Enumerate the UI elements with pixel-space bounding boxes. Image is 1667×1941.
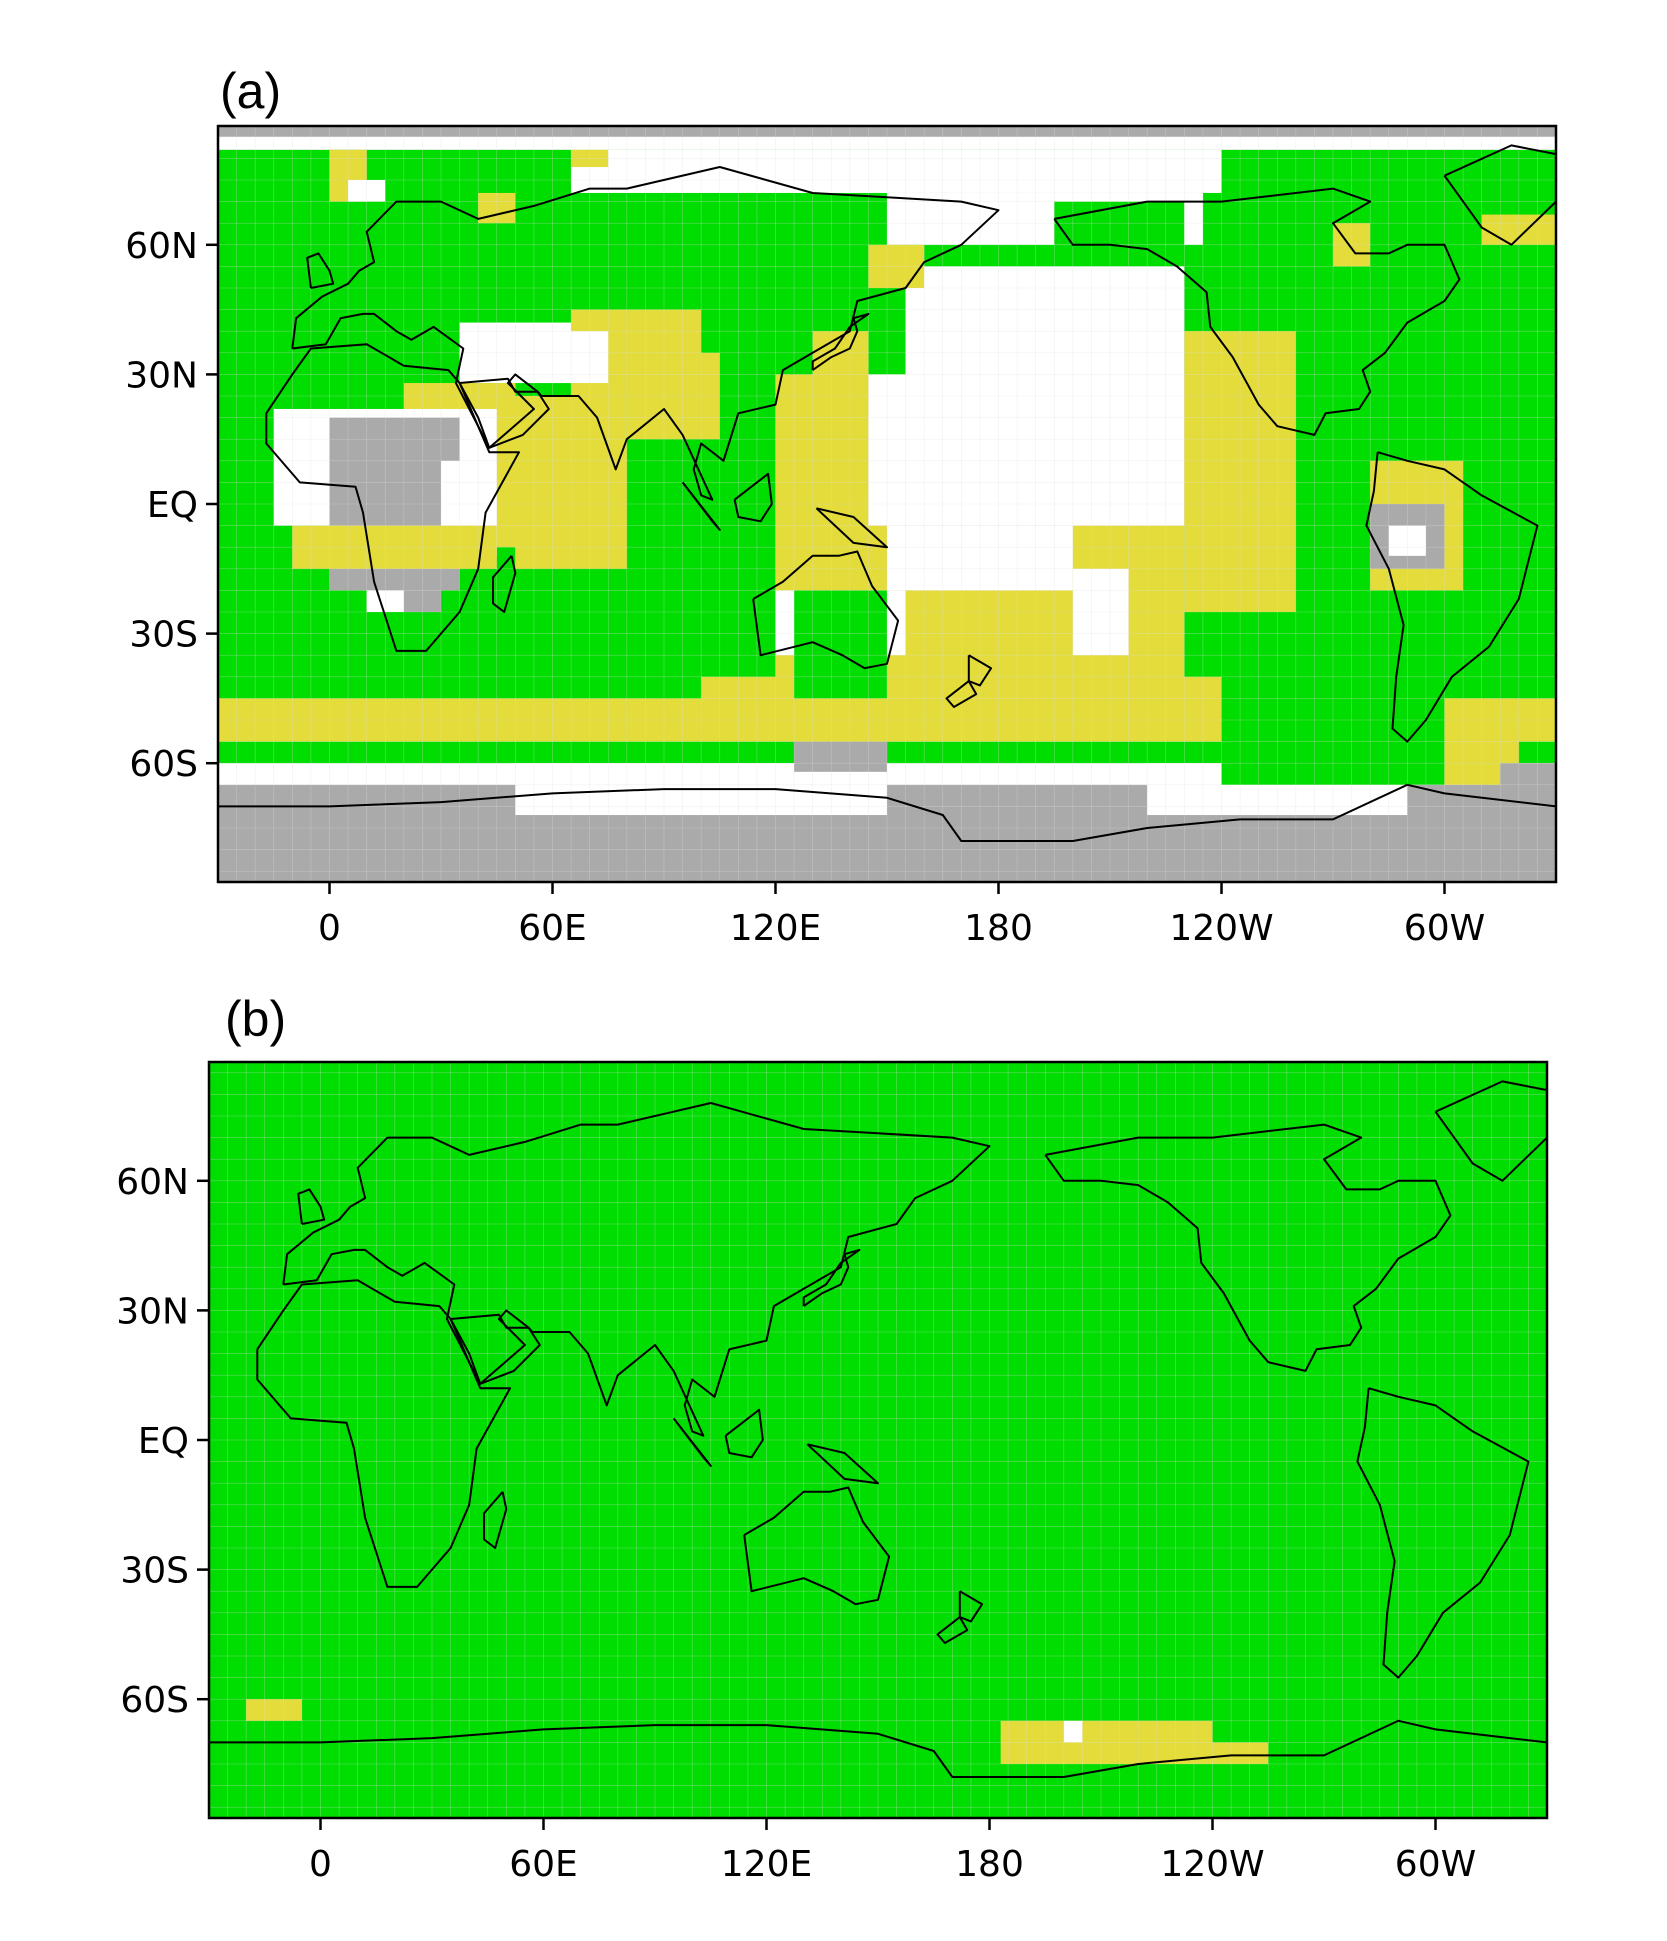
- coastline-path: [681, 481, 721, 531]
- coastline-path: [297, 1188, 326, 1225]
- coastline-path: [1434, 1080, 1548, 1182]
- grid-lines: [217, 126, 1557, 882]
- coastline-path: [724, 1408, 764, 1459]
- coastline-path: [492, 555, 517, 613]
- y-tick-label: EQ: [147, 485, 198, 526]
- x-tick-label: 60E: [509, 1844, 578, 1885]
- map-region-white: [218, 136, 1556, 150]
- x-tick-label: 60W: [1395, 1844, 1476, 1885]
- coastline-path: [1356, 1387, 1530, 1679]
- y-tick-label: 60S: [129, 744, 198, 785]
- x-tick-label: 180: [955, 1844, 1024, 1885]
- map-region-yellow: [868, 244, 925, 288]
- x-tick-label: 120W: [1169, 908, 1273, 949]
- map-region-white: [478, 331, 609, 384]
- map-region-yellow: [571, 149, 609, 168]
- x-tick-label: 180: [964, 908, 1033, 949]
- coastline-path: [733, 472, 773, 523]
- coastline-path: [1443, 144, 1557, 246]
- coastline-path: [815, 507, 888, 549]
- coastline-path: [967, 654, 993, 687]
- map-region-white: [887, 525, 1073, 591]
- coastline-path: [958, 1590, 984, 1623]
- coastline-path: [752, 550, 900, 670]
- y-tick-label: EQ: [138, 1421, 189, 1462]
- map-region-yellow: [292, 525, 497, 569]
- map-region-yellow: [1444, 741, 1501, 785]
- map-region-green: [1054, 201, 1185, 245]
- panel-a-label: (a): [220, 63, 282, 119]
- x-tick-label: 120E: [730, 908, 821, 949]
- x-tick-label: 0: [309, 1844, 332, 1885]
- x-tick-label: 0: [318, 908, 341, 949]
- coastline-path: [1044, 1123, 1452, 1372]
- x-tick-label: 120W: [1160, 1844, 1264, 1885]
- y-tick-label: 30S: [120, 1551, 189, 1592]
- coastline-path: [449, 1313, 541, 1385]
- coastline-path: [811, 312, 870, 371]
- x-tick-label: 60E: [518, 908, 587, 949]
- map-region-white: [1388, 525, 1426, 556]
- coastline-path: [802, 1248, 861, 1307]
- coastline-path: [218, 783, 1557, 842]
- map-region-white: [366, 590, 404, 612]
- y-tick-label: 60N: [125, 226, 198, 267]
- coastline-path: [945, 680, 978, 708]
- map-region-white: [348, 180, 386, 202]
- coastline-path: [291, 166, 1000, 501]
- coastline-path: [936, 1616, 969, 1644]
- coastline-path: [743, 1486, 891, 1606]
- coastline-path: [672, 1417, 712, 1467]
- map-region-yellow: [1481, 214, 1556, 245]
- y-tick-label: 60S: [120, 1680, 189, 1721]
- map-region-yellow: [246, 1699, 302, 1721]
- map-region-gray: [794, 741, 887, 772]
- y-tick-label: 30N: [116, 1291, 189, 1332]
- coastline-path: [1053, 187, 1461, 436]
- map-region-yellow: [1000, 1720, 1213, 1764]
- map-region-white: [868, 266, 1185, 526]
- panel-b-label: (b): [225, 991, 287, 1047]
- map-region-green: [794, 590, 887, 699]
- map-region-white: [571, 149, 1222, 193]
- coastline-path: [806, 1443, 879, 1485]
- map-region-yellow: [626, 352, 720, 440]
- map-region-yellow: [1184, 331, 1296, 612]
- map-background: [209, 1062, 1547, 1818]
- coastline-path: [458, 377, 550, 449]
- coastline-icon: [209, 1080, 1548, 1778]
- coastline-path: [1365, 451, 1539, 743]
- map-region-white: [1063, 1720, 1083, 1743]
- coastline-path: [282, 1102, 991, 1437]
- x-tick-label: 60W: [1404, 908, 1485, 949]
- map-region-yellow: [812, 331, 869, 418]
- map-region-white: [1072, 568, 1129, 656]
- coastline-icon: [218, 144, 1557, 842]
- map-region-yellow: [1212, 1742, 1269, 1764]
- coastline-path: [256, 1279, 512, 1588]
- coastline-path: [209, 1719, 1548, 1778]
- coastline-path: [483, 1491, 508, 1549]
- y-tick-label: 60N: [116, 1162, 189, 1203]
- y-tick-label: 30N: [125, 355, 198, 396]
- coastline-path: [306, 252, 335, 289]
- x-tick-label: 120E: [721, 1844, 812, 1885]
- map-region-yellow: [236, 720, 404, 742]
- y-tick-label: 30S: [129, 615, 198, 656]
- coastline-path: [265, 343, 520, 652]
